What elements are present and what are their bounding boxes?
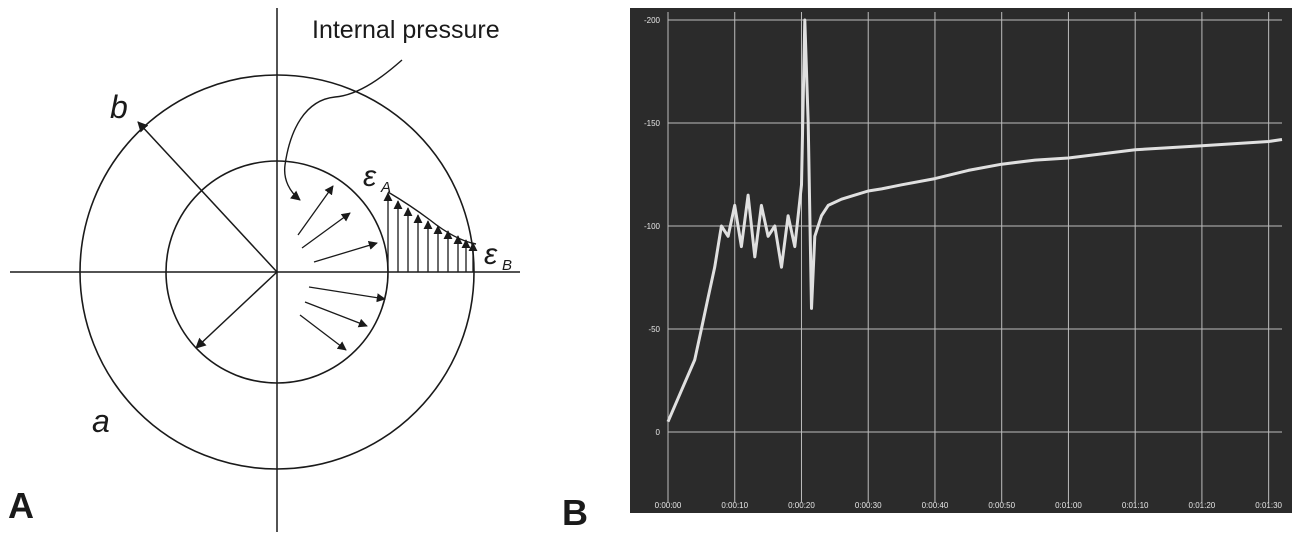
y-tick-label: -200 [644, 16, 661, 25]
strain-b-subscript: B [502, 257, 512, 274]
panel-a-label: A [8, 485, 34, 526]
strain-a-symbol: ε [363, 160, 377, 193]
x-tick-label: 0:00:40 [922, 501, 949, 510]
x-tick-label: 0:00:50 [988, 501, 1015, 510]
panel-b-chart: 0-50-100-150-200 0:00:00 0:00:10 0:00:20 0:… [562, 8, 1292, 533]
outer-radius-arrow [137, 121, 278, 273]
x-tick-label: 0:00:00 [655, 501, 682, 510]
x-tick-labels: 0:00:00 0:00:10 0:00:20 0:00:30 0:00:40 0:00:… [655, 501, 1283, 510]
x-tick-label: 0:00:30 [855, 501, 882, 510]
strain-b-label: ε B [484, 238, 512, 274]
x-tick-label: 0:01:10 [1122, 501, 1149, 510]
x-tick-label: 0:01:00 [1055, 501, 1082, 510]
chart-grid [667, 12, 1282, 502]
y-tick-label: -50 [648, 325, 660, 334]
pressure-arrows-upper [297, 185, 378, 263]
x-tick-label: 0:00:20 [788, 501, 815, 510]
chart-series-layer [666, 18, 1283, 423]
x-tick-label: 0:01:20 [1189, 501, 1216, 510]
outer-circle [79, 74, 475, 470]
pressure-leader-curve [283, 59, 403, 201]
x-tick-label: 0:00:10 [721, 501, 748, 510]
panel-a-diagram: Internal pressure b a ε A ε B A [8, 8, 520, 532]
inner-radius-label: a [92, 403, 110, 439]
y-tick-labels: 0 -50 -100 -150 -200 [644, 16, 661, 437]
series-line-0 [666, 18, 1283, 423]
x-tick-label: 0:01:30 [1255, 501, 1282, 510]
panel-b-label: B [562, 492, 588, 533]
chart-background [630, 8, 1292, 513]
strain-b-symbol: ε [484, 238, 498, 271]
outer-radius-label: b [110, 89, 128, 125]
pressure-arrows-lower [299, 286, 386, 351]
strain-envelope-curve [387, 191, 477, 245]
inner-radius-arrow [195, 271, 278, 349]
y-tick-label: -150 [644, 119, 661, 128]
y-tick-label: 0 [656, 428, 661, 437]
strain-a-label: ε A [363, 160, 391, 196]
pressure-label: Internal pressure [312, 16, 500, 44]
strain-a-subscript: A [380, 179, 391, 196]
y-tick-label: -100 [644, 222, 661, 231]
strain-distribution-arrows [383, 192, 478, 272]
